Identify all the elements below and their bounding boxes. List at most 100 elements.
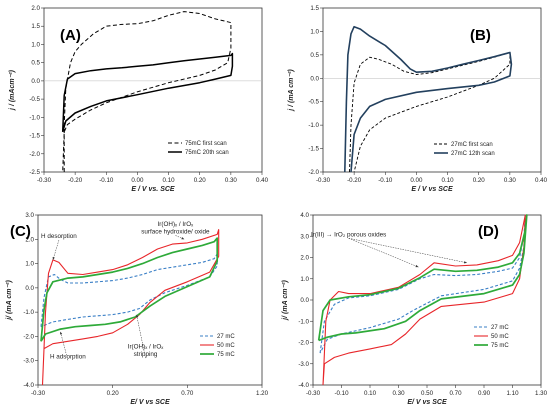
x-tick-label: 0.10 [364, 390, 377, 397]
panel-label: (B) [470, 27, 491, 44]
annotation-arrowhead [52, 256, 55, 260]
annotation: H desorption [41, 233, 77, 261]
plot-frame [322, 7, 542, 173]
y-tick-label: -0.5 [308, 99, 319, 106]
annotation-text: surface hydroxide/ oxide [141, 228, 210, 235]
panel-label: (C) [10, 223, 31, 240]
panel-d: -0.30 -0.10 0.10 0.30 0.50 0.70 0.90 1.10 1.30 -4… [282, 212, 548, 406]
x-tick-label: 0.70 [449, 390, 462, 397]
legend-entry: 50 mC [217, 343, 235, 349]
legend: 27 mC 50 mC 75 mC [474, 325, 509, 349]
x-tick-label: -0.30 [306, 390, 321, 397]
annotation-arrow [52, 239, 60, 261]
y-tick-label: -2.0 [23, 333, 34, 340]
y-tick-label: 0.0 [31, 78, 40, 85]
annotation-text: H adsorption [50, 353, 86, 360]
annotation-text: stripping [134, 351, 158, 358]
y-tick-label: 1.0 [310, 28, 319, 35]
x-tick-label: 0.20 [107, 390, 120, 397]
y-tick-label: -3.0 [298, 361, 309, 368]
annotation-arrowhead [59, 331, 63, 335]
x-tick-label: -0.30 [316, 177, 331, 184]
x-tick-label: 1.10 [506, 390, 519, 397]
y-tick-label: 4.0 [300, 212, 309, 219]
x-tick-label: -0.30 [31, 390, 46, 397]
series-line [322, 214, 526, 386]
panel-label: (D) [478, 223, 499, 240]
y-tick-label: 2.0 [31, 5, 40, 12]
legend: 27mC first scan 27mC 12th scan [434, 142, 495, 157]
x-tick-label: 0.10 [442, 177, 455, 184]
y-tick-label: -1.0 [298, 318, 309, 325]
x-tick-label: 0.20 [473, 177, 486, 184]
y-tick-label: -2.0 [308, 169, 319, 176]
y-tick-label: -1.5 [29, 133, 40, 140]
y-tick-label: -2.0 [29, 151, 40, 158]
x-tick-label: 0.00 [410, 177, 423, 184]
y-tick-label: 2.0 [25, 236, 34, 243]
legend-entry: 27mC first scan [451, 142, 493, 148]
series-line [61, 52, 234, 133]
x-tick-label: 0.20 [194, 177, 207, 184]
annotation-text: Ir(OH)ₓ / IrOₓ [158, 221, 195, 228]
y-tick-label: 1.0 [25, 261, 34, 268]
series-line [40, 237, 219, 342]
annotation-arrowhead [415, 264, 419, 268]
x-tick-label: -0.10 [378, 177, 393, 184]
y-tick-label: 1.0 [300, 276, 309, 283]
y-axis-label: j/ (mA cm⁻²) [6, 280, 13, 321]
annotation: H adsorption [50, 331, 86, 361]
y-tick-label: 0.5 [310, 52, 319, 59]
legend-entry: 27 mC [491, 325, 509, 331]
annotation: Ir(III) → IrO₂ porous oxides [311, 231, 467, 268]
legend-entry: 75 mC [491, 343, 509, 349]
y-tick-label: -2.5 [29, 169, 40, 176]
x-tick-label: 0.40 [535, 177, 548, 184]
y-tick-label: 0.0 [25, 285, 34, 292]
y-axis-label: j / (mA cm⁻²) [288, 69, 295, 112]
x-tick-label: -0.20 [68, 177, 83, 184]
y-tick-label: 1.0 [31, 41, 40, 48]
y-tick-label: 1.5 [310, 5, 319, 12]
x-tick-label: 0.30 [225, 177, 238, 184]
annotation-text: Ir(OH)ₓ / IrOₓ [128, 344, 165, 351]
legend-entry: 75mC first scan [185, 141, 227, 147]
annotation-text: H desorption [41, 233, 77, 240]
annotation-arrowhead [463, 261, 467, 264]
annotation-arrowhead [135, 314, 139, 318]
annotation-arrowhead [181, 237, 185, 240]
x-tick-label: 0.70 [181, 390, 194, 397]
y-tick-label: 0.0 [310, 75, 319, 82]
x-tick-label: 0.40 [256, 177, 269, 184]
y-tick-label: -1.0 [29, 114, 40, 121]
legend: 27 mC 50 mC 75 mC [200, 334, 235, 358]
x-tick-label: -0.20 [347, 177, 362, 184]
legend: 75mC first scan 75mC 20th scan [168, 141, 229, 156]
annotation-arrow [348, 238, 419, 268]
x-tick-label: -0.10 [334, 390, 349, 397]
x-tick-label: 0.00 [131, 177, 144, 184]
series-line [344, 25, 513, 173]
annotation-text: Ir(III) → IrO₂ porous oxides [311, 231, 386, 238]
x-tick-label: 0.50 [421, 390, 434, 397]
y-tick-label: -1.5 [308, 146, 319, 153]
y-tick-label: -1.0 [23, 309, 34, 316]
series-line [41, 229, 220, 386]
plot-frame [43, 7, 263, 173]
y-tick-label: 0.5 [31, 60, 40, 67]
x-axis-label: E / V vs. SCE [131, 186, 175, 193]
plot-frame [312, 214, 542, 386]
y-tick-label: -4.0 [23, 382, 34, 389]
series-line [40, 253, 218, 328]
y-tick-label: -4.0 [298, 382, 309, 389]
y-axis-label: j / (mAcm⁻²) [9, 69, 16, 111]
legend-entry: 27mC 12th scan [451, 151, 495, 157]
series-line [349, 52, 511, 173]
panel-b: -0.30 -0.20 -0.10 0.00 0.10 0.20 0.30 0.40 -2.0 -… [288, 5, 548, 193]
x-tick-label: 1.30 [535, 390, 548, 397]
y-tick-label: 0.0 [300, 297, 309, 304]
x-tick-label: 0.30 [392, 390, 405, 397]
